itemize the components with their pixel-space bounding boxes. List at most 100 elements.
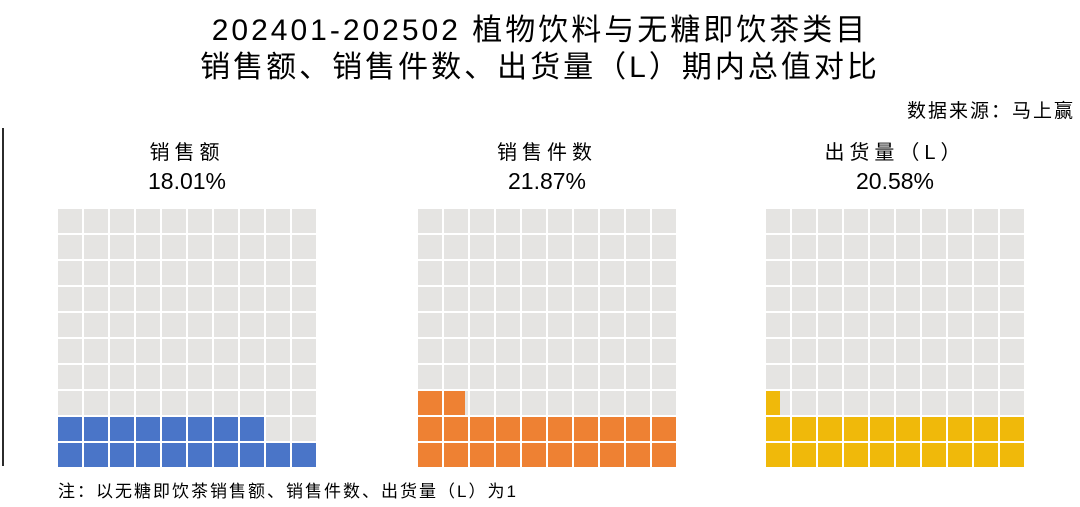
waffle-cell	[548, 391, 572, 415]
waffle-cell	[496, 391, 520, 415]
waffle-cell	[652, 365, 676, 389]
waffle-cell	[470, 287, 494, 311]
waffle-cell	[136, 417, 160, 441]
waffle-cell	[188, 417, 212, 441]
waffle-cell	[136, 261, 160, 285]
waffle-cell	[58, 339, 82, 363]
waffle-cell	[844, 365, 868, 389]
waffle-chart-sales-value: 销售额 18.01%	[58, 140, 316, 467]
waffle-cell	[974, 287, 998, 311]
waffle-cell	[214, 209, 238, 233]
waffle-cell	[240, 287, 264, 311]
waffle-cell	[162, 313, 186, 337]
waffle-cell	[266, 235, 290, 259]
waffle-cell	[922, 209, 946, 233]
waffle-cell	[110, 313, 134, 337]
waffle-cell	[548, 209, 572, 233]
waffle-cell	[240, 391, 264, 415]
waffle-cell	[896, 417, 920, 441]
waffle-cell	[470, 235, 494, 259]
waffle-cell	[766, 235, 790, 259]
waffle-cell	[1000, 209, 1024, 233]
waffle-cell	[240, 235, 264, 259]
waffle-cell	[948, 313, 972, 337]
waffle-cell	[418, 261, 442, 285]
waffle-cell	[870, 313, 894, 337]
waffle-cell	[818, 287, 842, 311]
waffle-cell	[922, 391, 946, 415]
waffle-cell	[522, 235, 546, 259]
waffle-cell	[58, 365, 82, 389]
waffle-cell	[974, 339, 998, 363]
waffle-cell	[600, 443, 624, 467]
waffle-cell	[600, 391, 624, 415]
waffle-cell	[136, 313, 160, 337]
waffle-cell	[240, 339, 264, 363]
waffle-cell	[444, 261, 468, 285]
waffle-cell	[574, 391, 598, 415]
waffle-cell	[522, 209, 546, 233]
waffle-cell	[84, 417, 108, 441]
waffle-cell	[626, 313, 650, 337]
waffle-cell	[574, 235, 598, 259]
waffle-cell	[626, 365, 650, 389]
waffle-cell	[444, 287, 468, 311]
waffle-cell	[626, 287, 650, 311]
left-border-line	[2, 128, 4, 466]
waffle-cell	[266, 261, 290, 285]
waffle-cell	[292, 391, 316, 415]
waffle-cell	[418, 443, 442, 467]
waffle-cell	[162, 365, 186, 389]
waffle-cell	[1000, 339, 1024, 363]
waffle-cell	[626, 443, 650, 467]
waffle-cell	[58, 235, 82, 259]
waffle-cell	[922, 417, 946, 441]
waffle-cell	[522, 313, 546, 337]
waffle-cell	[792, 209, 816, 233]
waffle-cell	[266, 339, 290, 363]
waffle-cell	[974, 417, 998, 441]
waffle-cell	[922, 365, 946, 389]
waffle-cell	[792, 287, 816, 311]
waffle-cell	[110, 287, 134, 311]
waffle-cell	[58, 313, 82, 337]
chart-title-line1: 202401-202502 植物饮料与无糖即饮茶类目	[211, 14, 869, 47]
waffle-cell	[444, 235, 468, 259]
waffle-cell	[974, 261, 998, 285]
waffle-cell	[444, 339, 468, 363]
waffle-cell	[948, 339, 972, 363]
waffle-cell	[922, 235, 946, 259]
waffle-cell	[600, 235, 624, 259]
waffle-cell	[896, 235, 920, 259]
waffle-cell	[626, 391, 650, 415]
waffle-cell	[136, 287, 160, 311]
waffle-cell	[84, 235, 108, 259]
waffle-cell	[496, 443, 520, 467]
waffle-cell	[188, 365, 212, 389]
waffle-cell	[948, 443, 972, 467]
waffle-cell	[162, 235, 186, 259]
waffle-cell	[1000, 443, 1024, 467]
waffle-cell	[214, 339, 238, 363]
waffle-cell	[818, 443, 842, 467]
waffle-cell	[84, 339, 108, 363]
waffle-cell	[292, 261, 316, 285]
waffle-cell	[896, 209, 920, 233]
waffle-cell	[214, 365, 238, 389]
waffle-cell	[844, 339, 868, 363]
waffle-cell	[240, 443, 264, 467]
waffle-cell	[110, 443, 134, 467]
waffle-cell	[792, 443, 816, 467]
waffle-cell	[162, 443, 186, 467]
waffle-cell	[266, 391, 290, 415]
waffle-cell	[110, 339, 134, 363]
waffle-cell	[1000, 235, 1024, 259]
waffle-cell	[652, 209, 676, 233]
waffle-cell	[870, 417, 894, 441]
waffle-cell	[896, 261, 920, 285]
waffle-cell	[1000, 261, 1024, 285]
waffle-cell	[600, 417, 624, 441]
waffle-cell	[188, 287, 212, 311]
chart-label-sales-value: 销售额	[149, 142, 225, 164]
